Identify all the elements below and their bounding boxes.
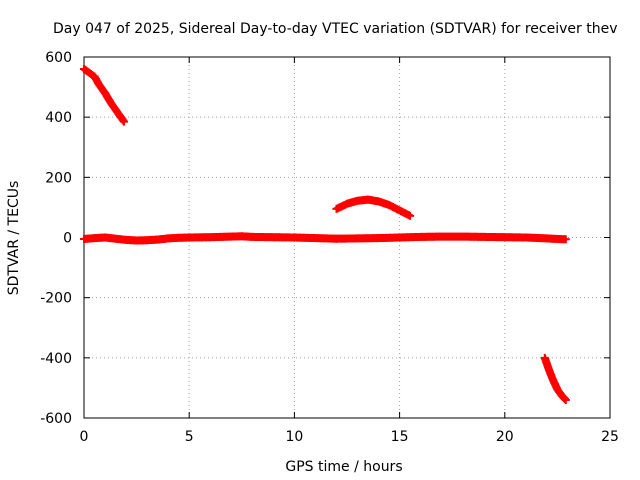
x-tick-label: 5 xyxy=(185,429,194,445)
y-tick-labels: -600 -400 -200 0 200 400 600 xyxy=(40,50,72,427)
data-point xyxy=(561,395,570,404)
y-tick-label: -200 xyxy=(40,291,72,307)
y-tick-label: -600 xyxy=(40,411,72,427)
series-early-descending xyxy=(80,65,128,126)
x-axis-label: GPS time / hours xyxy=(285,459,402,475)
data-point xyxy=(561,235,570,244)
chart-title: Day 047 of 2025, Sidereal Day-to-day VTE… xyxy=(53,21,617,37)
data-points xyxy=(80,65,570,404)
series-baseline-1 xyxy=(80,232,341,245)
x-tick-label: 25 xyxy=(601,429,619,445)
y-tick-label: 400 xyxy=(45,110,72,126)
series-late-descending xyxy=(540,353,570,404)
x-tick-labels: 0 5 10 15 20 25 xyxy=(80,429,619,445)
series-hump xyxy=(332,195,415,220)
x-tick-label: 20 xyxy=(496,429,514,445)
y-tick-label: -400 xyxy=(40,351,72,367)
y-axis-label: SDTVAR / TECUs xyxy=(6,181,22,296)
series-baseline-2 xyxy=(332,232,570,244)
y-tick-label: 600 xyxy=(45,50,72,66)
y-tick-label: 0 xyxy=(63,231,72,247)
x-tick-label: 15 xyxy=(391,429,409,445)
x-tick-label: 10 xyxy=(285,429,303,445)
axis-ticks xyxy=(83,56,611,419)
x-tick-label: 0 xyxy=(80,429,89,445)
data-point xyxy=(406,211,415,220)
data-point xyxy=(119,117,128,126)
y-tick-label: 200 xyxy=(45,170,72,186)
